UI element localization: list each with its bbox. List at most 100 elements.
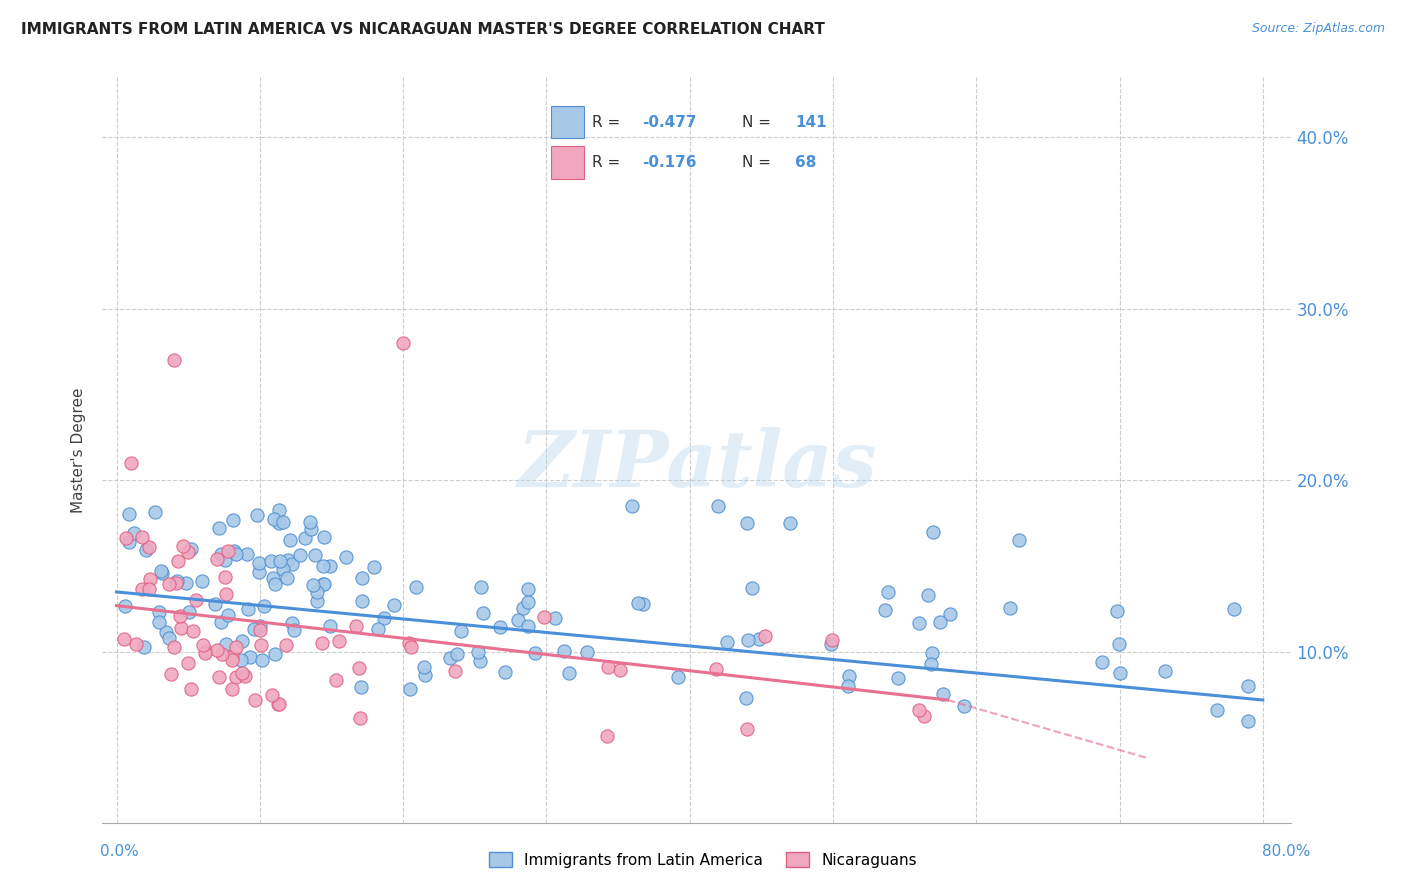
Point <box>512 600 534 615</box>
Point <box>1153 664 1175 678</box>
Text: Source: ZipAtlas.com: Source: ZipAtlas.com <box>1251 22 1385 36</box>
Point <box>716 634 738 648</box>
Point <box>737 632 759 647</box>
Point <box>1108 636 1130 650</box>
Point <box>472 606 495 620</box>
Point <box>517 619 540 633</box>
Point <box>470 580 492 594</box>
Point <box>264 647 287 661</box>
Point <box>269 554 291 568</box>
Point <box>467 644 489 658</box>
Point <box>707 499 730 513</box>
Point <box>311 558 333 573</box>
Point <box>229 653 252 667</box>
Point <box>260 554 283 568</box>
Point <box>177 656 200 670</box>
Point <box>160 666 183 681</box>
Point <box>112 632 135 646</box>
Point <box>157 632 180 646</box>
Point <box>887 671 910 685</box>
Point <box>953 699 976 714</box>
Point <box>305 585 328 599</box>
Point <box>821 632 844 647</box>
Point <box>283 624 305 638</box>
Point <box>912 709 935 723</box>
Point <box>214 553 236 567</box>
Point <box>221 653 243 667</box>
Point <box>1105 604 1128 618</box>
Point <box>138 541 160 555</box>
Point <box>273 515 295 529</box>
Point <box>221 681 243 696</box>
Point <box>298 515 321 529</box>
Point <box>148 605 170 619</box>
Point <box>304 548 326 562</box>
Point <box>204 597 226 611</box>
Point <box>553 644 575 658</box>
Point <box>288 548 311 562</box>
Point <box>735 690 758 705</box>
Text: 0.0%: 0.0% <box>100 845 139 859</box>
Point <box>335 550 357 565</box>
Point <box>405 580 427 594</box>
Point <box>264 576 287 591</box>
Point <box>517 582 540 597</box>
Point <box>837 679 859 693</box>
Point <box>350 681 373 695</box>
Point <box>596 729 619 743</box>
Point <box>349 661 371 675</box>
Point <box>263 512 285 526</box>
Point <box>704 662 727 676</box>
Point <box>165 575 187 590</box>
Point <box>215 637 238 651</box>
Point <box>169 609 191 624</box>
Point <box>1237 714 1260 728</box>
Point <box>166 554 188 568</box>
Point <box>177 545 200 559</box>
Point <box>249 556 271 570</box>
Point <box>754 630 776 644</box>
Point <box>250 653 273 667</box>
Point <box>131 530 153 544</box>
Point <box>205 643 228 657</box>
Point <box>184 593 207 607</box>
Point <box>276 571 298 585</box>
Point <box>249 565 271 579</box>
Point <box>627 596 650 610</box>
Point <box>907 703 929 717</box>
Point <box>209 615 232 629</box>
Point <box>155 624 177 639</box>
Point <box>225 640 247 655</box>
Point <box>922 524 945 539</box>
Point <box>517 595 540 609</box>
Legend: Immigrants from Latin America, Nicaraguans: Immigrants from Latin America, Nicaragua… <box>484 846 922 873</box>
Point <box>302 578 325 592</box>
Point <box>208 521 231 535</box>
Point <box>131 582 153 596</box>
Point <box>576 644 599 658</box>
Point <box>305 594 328 608</box>
Point <box>215 587 238 601</box>
Point <box>523 646 546 660</box>
Point <box>281 557 304 571</box>
Point <box>253 599 276 613</box>
Point <box>194 646 217 660</box>
Point <box>250 638 273 652</box>
Point <box>1237 679 1260 693</box>
Point <box>118 507 141 521</box>
Point <box>181 624 204 639</box>
Point <box>260 688 283 702</box>
Point <box>741 581 763 595</box>
Point <box>166 574 188 588</box>
Point <box>398 636 420 650</box>
Point <box>205 552 228 566</box>
Point <box>314 577 336 591</box>
Point <box>179 605 201 619</box>
Point <box>319 618 342 632</box>
Point <box>148 615 170 629</box>
Point <box>1000 601 1022 615</box>
Point <box>328 634 350 648</box>
Point <box>921 646 943 660</box>
Point <box>225 670 247 684</box>
Point <box>735 722 758 736</box>
